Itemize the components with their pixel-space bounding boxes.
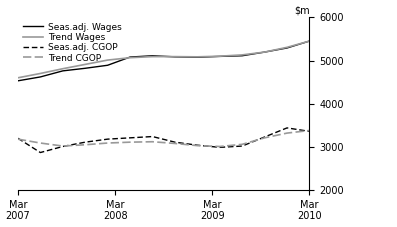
Line: Trend CGOP: Trend CGOP xyxy=(18,131,309,146)
Seas.adj. CGOP xyxy=(150,135,155,138)
Seas.adj. Wages xyxy=(38,76,43,78)
Seas.adj. Wages xyxy=(173,55,177,58)
Legend: Seas.adj. Wages, Trend Wages, Seas.adj. CGOP, Trend CGOP: Seas.adj. Wages, Trend Wages, Seas.adj. … xyxy=(23,22,122,64)
Seas.adj. CGOP xyxy=(15,137,20,140)
Trend CGOP xyxy=(83,143,88,146)
Seas.adj. Wages xyxy=(307,40,312,42)
Seas.adj. CGOP xyxy=(38,151,43,154)
Trend Wages xyxy=(218,55,222,58)
Seas.adj. Wages xyxy=(150,54,155,57)
Line: Trend Wages: Trend Wages xyxy=(18,41,309,78)
Seas.adj. CGOP xyxy=(195,144,200,147)
Trend Wages xyxy=(128,56,133,59)
Trend Wages xyxy=(285,46,289,49)
Seas.adj. CGOP xyxy=(128,136,133,139)
Seas.adj. Wages xyxy=(83,67,88,70)
Seas.adj. CGOP xyxy=(240,145,245,147)
Trend CGOP xyxy=(60,145,65,147)
Trend CGOP xyxy=(15,138,20,141)
Seas.adj. CGOP xyxy=(285,126,289,129)
Trend Wages xyxy=(38,72,43,75)
Line: Seas.adj. Wages: Seas.adj. Wages xyxy=(18,41,309,81)
Text: $m: $m xyxy=(294,6,309,16)
Seas.adj. CGOP xyxy=(60,145,65,148)
Trend Wages xyxy=(262,51,267,53)
Seas.adj. Wages xyxy=(218,55,222,58)
Seas.adj. CGOP xyxy=(105,138,110,141)
Trend Wages xyxy=(105,59,110,62)
Trend Wages xyxy=(15,76,20,79)
Trend CGOP xyxy=(307,129,312,132)
Trend CGOP xyxy=(218,145,222,148)
Trend CGOP xyxy=(105,142,110,144)
Trend Wages xyxy=(60,67,65,70)
Seas.adj. Wages xyxy=(15,79,20,82)
Seas.adj. Wages xyxy=(105,64,110,67)
Seas.adj. CGOP xyxy=(307,130,312,133)
Seas.adj. CGOP xyxy=(173,141,177,143)
Seas.adj. Wages xyxy=(262,51,267,53)
Seas.adj. Wages xyxy=(60,69,65,72)
Trend Wages xyxy=(307,40,312,42)
Trend Wages xyxy=(83,63,88,66)
Trend CGOP xyxy=(285,132,289,134)
Trend CGOP xyxy=(173,142,177,145)
Trend CGOP xyxy=(240,143,245,146)
Seas.adj. CGOP xyxy=(218,146,222,149)
Trend Wages xyxy=(240,54,245,56)
Trend Wages xyxy=(195,55,200,58)
Trend CGOP xyxy=(38,142,43,144)
Seas.adj. Wages xyxy=(128,56,133,58)
Trend CGOP xyxy=(128,141,133,143)
Trend CGOP xyxy=(150,140,155,143)
Seas.adj. Wages xyxy=(195,56,200,59)
Seas.adj. Wages xyxy=(285,47,289,49)
Seas.adj. CGOP xyxy=(83,141,88,143)
Trend Wages xyxy=(150,55,155,58)
Line: Seas.adj. CGOP: Seas.adj. CGOP xyxy=(18,128,309,153)
Trend Wages xyxy=(173,55,177,58)
Trend CGOP xyxy=(262,136,267,139)
Trend CGOP xyxy=(195,144,200,147)
Seas.adj. CGOP xyxy=(262,136,267,138)
Seas.adj. Wages xyxy=(240,54,245,57)
